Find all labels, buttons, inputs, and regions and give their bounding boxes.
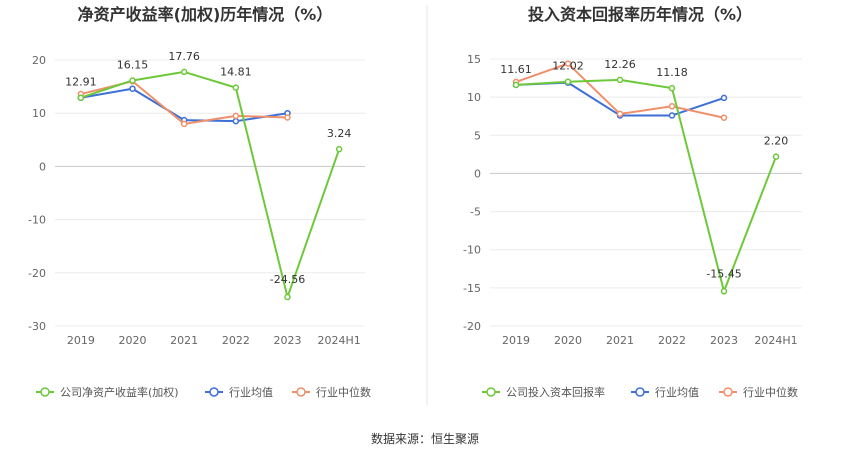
series-line-median	[515, 62, 725, 119]
legend-label: 公司投入资本回报率	[506, 385, 605, 399]
legend-label: 行业均值	[229, 386, 273, 399]
y-tick-label: -20	[463, 320, 481, 333]
series-point-median	[284, 114, 291, 121]
legend-label: 公司净资产收益率(加权)	[60, 385, 179, 399]
series-point-company	[616, 76, 624, 84]
y-tick-label: 10	[32, 107, 46, 120]
y-tick-label: 10	[467, 91, 481, 104]
legend-label: 行业中位数	[316, 385, 371, 399]
chart-title: 投入资本回报率历年情况（%）	[528, 5, 752, 24]
series-point-company	[180, 68, 188, 76]
series-point-median	[720, 114, 728, 121]
y-tick-label: 15	[467, 53, 481, 66]
x-tick-label: 2023	[710, 334, 738, 347]
data-label: 11.18	[656, 66, 688, 79]
x-tick-label: 2021	[170, 334, 198, 347]
x-tick-label: 2020	[119, 334, 147, 347]
data-label: 12.91	[65, 76, 97, 89]
chart-title: 净资产收益率(加权)历年情况（%）	[78, 5, 333, 24]
series-point-median	[668, 103, 676, 110]
series-point-median	[616, 110, 624, 118]
legend-marker-company	[486, 387, 496, 397]
data-label: 14.81	[220, 66, 252, 79]
x-tick-label: 2024H1	[318, 334, 361, 347]
series-point-company	[335, 145, 343, 153]
y-tick-label: 20	[32, 54, 46, 67]
x-tick-label: 2022	[222, 334, 250, 347]
data-label: 11.61	[500, 63, 532, 76]
series-point-company	[512, 81, 520, 89]
x-tick-label: 2019	[67, 334, 95, 347]
x-tick-label: 2021	[606, 334, 634, 347]
data-label: 16.15	[117, 58, 149, 71]
series-point-median	[232, 112, 240, 120]
data-source-name: 恒生聚源	[431, 432, 480, 446]
series-line-company	[80, 70, 341, 299]
chart-roe: 净资产收益率(加权)历年情况（%） 20 10 0 -10 -20 -30 2019 2020 2…	[28, 5, 371, 399]
x-tick-label: 2024H1	[754, 334, 797, 347]
x-tick-label: 2019	[502, 334, 530, 347]
series-point-avg	[232, 117, 240, 125]
y-tick-label: -20	[28, 267, 46, 280]
series-point-company	[668, 84, 676, 92]
y-tick-label: 0	[39, 160, 46, 173]
legend-marker-median	[296, 387, 306, 397]
series-point-company	[284, 293, 291, 301]
data-label: 17.76	[168, 50, 200, 63]
y-tick-label: -5	[470, 206, 481, 219]
x-tick-label: 2023	[274, 334, 302, 347]
y-tick-label: -10	[463, 244, 481, 257]
y-tick-label: 0	[474, 167, 481, 180]
series-point-company	[77, 94, 85, 101]
series-point-avg	[668, 112, 676, 119]
chart-roic: 投入资本回报率历年情况（%） 15 10 5 0 -5 -10 -15 -20 2019 2020 2…	[463, 5, 802, 399]
series-line-company	[515, 78, 777, 293]
series-point-company	[232, 84, 240, 91]
legend-marker-median	[723, 387, 733, 397]
series-point-company	[129, 77, 136, 84]
x-tick-label: 2020	[554, 334, 582, 347]
legend-marker-avg	[635, 387, 645, 397]
x-tick-label: 2022	[658, 334, 686, 347]
series-point-median	[180, 120, 188, 128]
series-point-avg	[129, 85, 136, 92]
data-source-prefix: 数据来源：	[370, 432, 431, 446]
y-tick-label: 5	[474, 129, 481, 142]
data-label: 12.26	[604, 58, 636, 71]
data-label: -24.56	[270, 273, 305, 286]
data-label: -15.45	[706, 267, 741, 280]
y-tick-label: -30	[28, 320, 46, 333]
data-source: 数据来源：恒生聚源	[0, 430, 850, 447]
y-tick-label: -10	[28, 214, 46, 227]
legend-label: 行业均值	[655, 386, 699, 399]
legend-marker-company	[40, 387, 50, 397]
legend-label: 行业中位数	[743, 385, 798, 399]
legend-marker-avg	[209, 387, 219, 397]
series-point-avg	[720, 94, 728, 102]
series-point-company	[772, 153, 780, 160]
data-label: 12.02	[552, 60, 584, 73]
series-point-company	[564, 78, 572, 85]
series-point-median	[564, 60, 572, 67]
series-point-company	[720, 288, 728, 295]
data-label: 2.20	[764, 135, 789, 148]
y-tick-label: -15	[463, 282, 481, 295]
data-label: 3.24	[327, 127, 352, 140]
